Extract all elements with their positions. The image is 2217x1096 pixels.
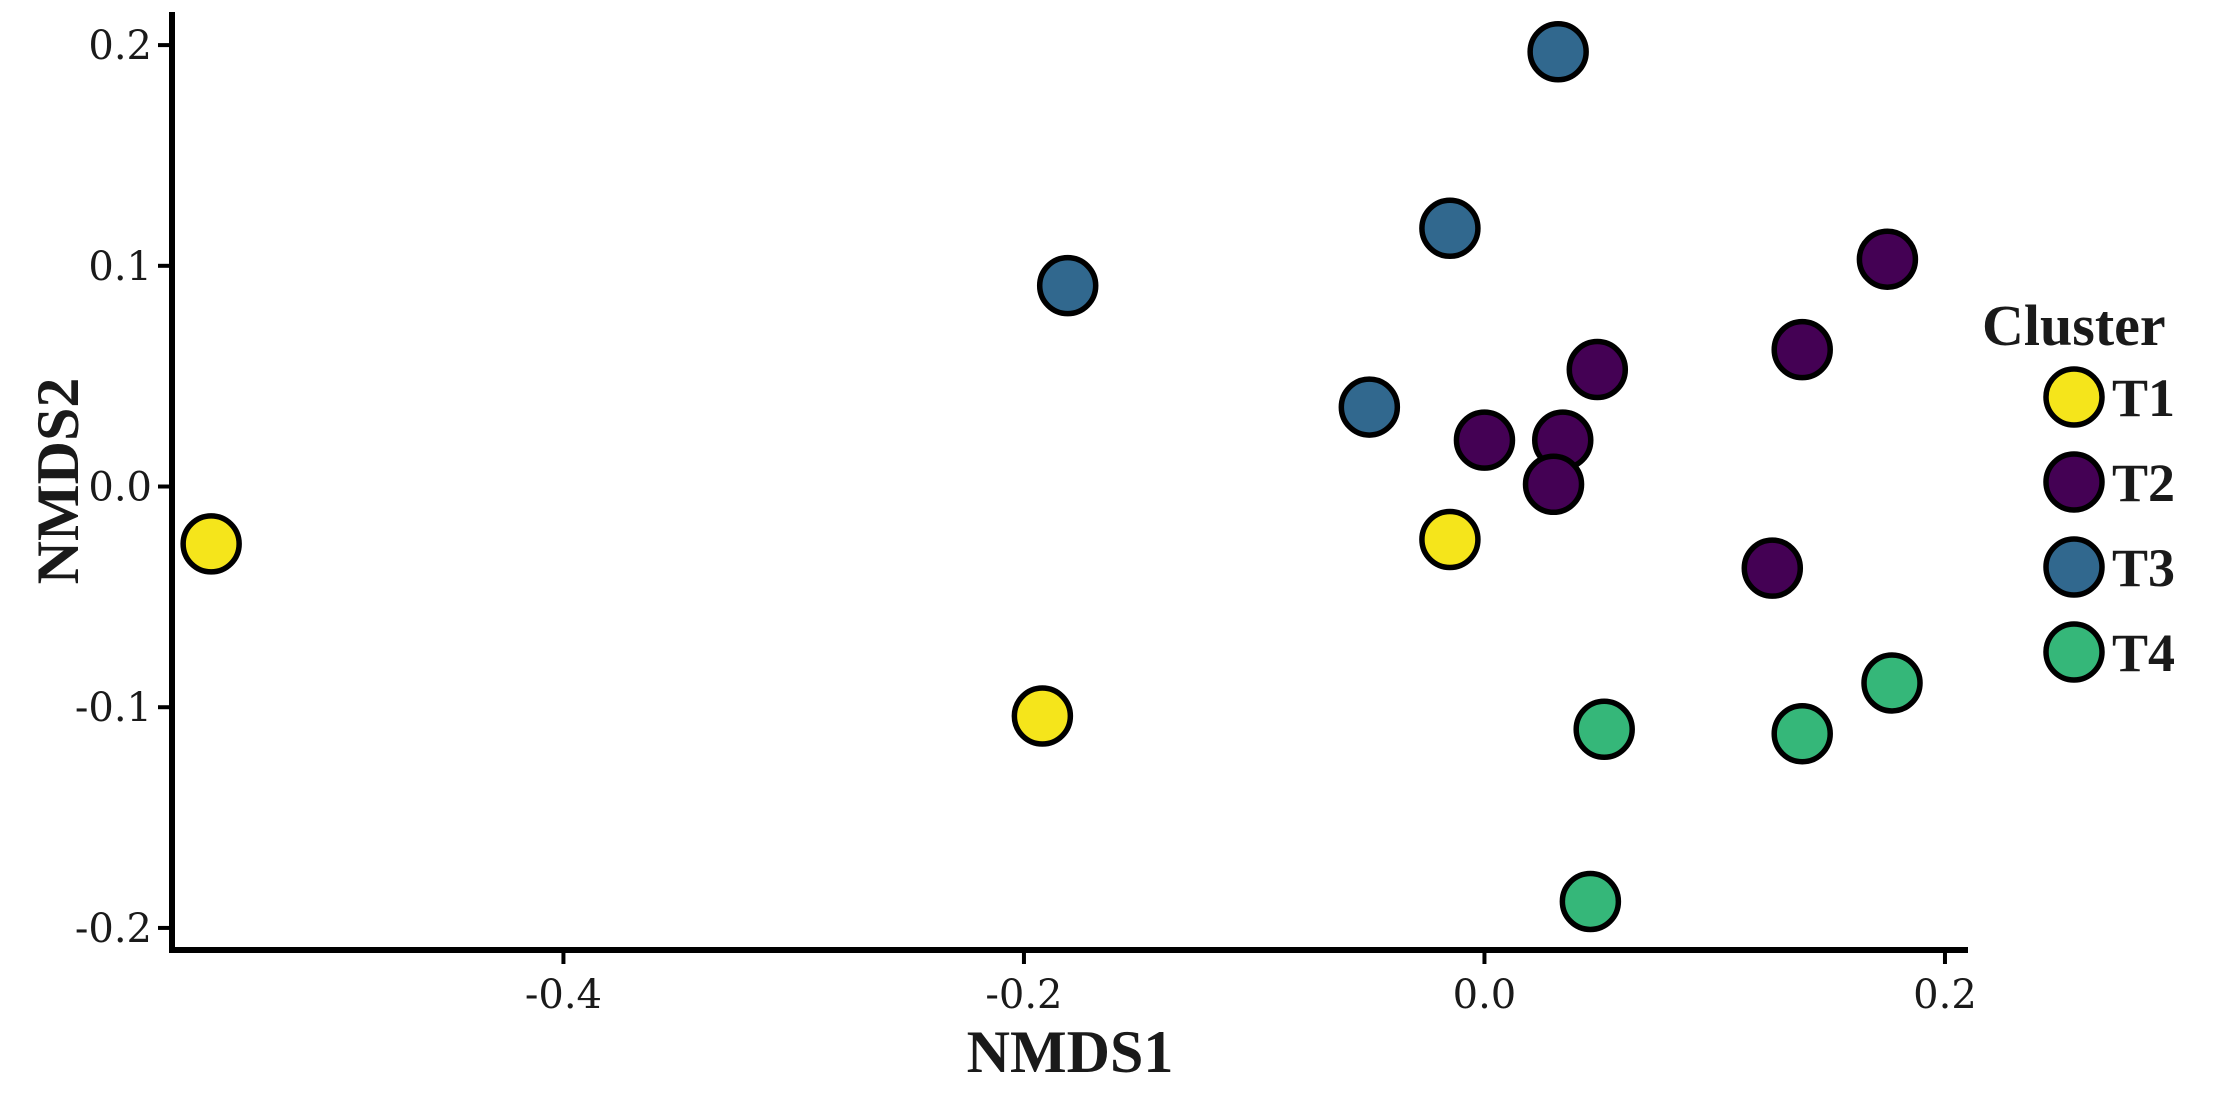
point-t3	[1527, 20, 1589, 83]
point-t3	[1036, 254, 1099, 317]
x-tick-label: -0.2	[985, 972, 1062, 1018]
y-tick-label: -0.2	[75, 906, 152, 952]
legend-title: Cluster	[1982, 293, 2166, 358]
x-tick-label: -0.4	[525, 972, 602, 1018]
point-t2	[1771, 318, 1833, 381]
point-t1	[1011, 685, 1074, 747]
x-tick-label: 0.0	[1453, 972, 1517, 1018]
point-t1	[180, 513, 242, 575]
legend-key-t3	[2043, 536, 2105, 598]
legend-label-t1: T1	[2112, 368, 2175, 428]
point-t2	[1566, 338, 1629, 401]
legend-label-t2: T2	[2112, 453, 2175, 513]
x-ticks: -0.4 -0.2 0.0 0.2	[525, 950, 1977, 1018]
point-t4	[1559, 870, 1622, 933]
axes	[169, 12, 1968, 953]
y-tick-label: 0.1	[88, 244, 152, 290]
legend-key-t4	[2043, 621, 2105, 683]
y-tick-label: 0.2	[88, 23, 152, 69]
point-t2	[1856, 228, 1919, 290]
point-t4	[1771, 702, 1833, 765]
point-t3	[1338, 376, 1401, 438]
point-t3	[1419, 197, 1481, 260]
point-t2	[1741, 537, 1804, 599]
legend-key-t1	[2043, 366, 2105, 428]
y-tick-label: -0.1	[75, 685, 152, 731]
point-t1	[1419, 508, 1481, 571]
legend-label-t3: T3	[2112, 538, 2175, 598]
y-axis-title: NMDS2	[25, 378, 91, 585]
legend: Cluster T1 T2 T3 T4	[1982, 293, 2175, 683]
x-axis-title: NMDS1	[967, 1019, 1174, 1085]
y-tick-label: 0.0	[88, 465, 152, 511]
point-t4	[1573, 698, 1635, 761]
legend-label-t4: T4	[2112, 623, 2175, 683]
x-tick-label: 0.2	[1913, 972, 1977, 1018]
legend-key-t2	[2043, 451, 2105, 513]
point-t4	[1861, 652, 1923, 714]
point-t2	[1453, 409, 1516, 471]
point-t2	[1522, 453, 1585, 516]
y-ticks: -0.2 -0.1 0.0 0.1 0.2	[75, 23, 172, 952]
data-points	[180, 20, 1923, 933]
